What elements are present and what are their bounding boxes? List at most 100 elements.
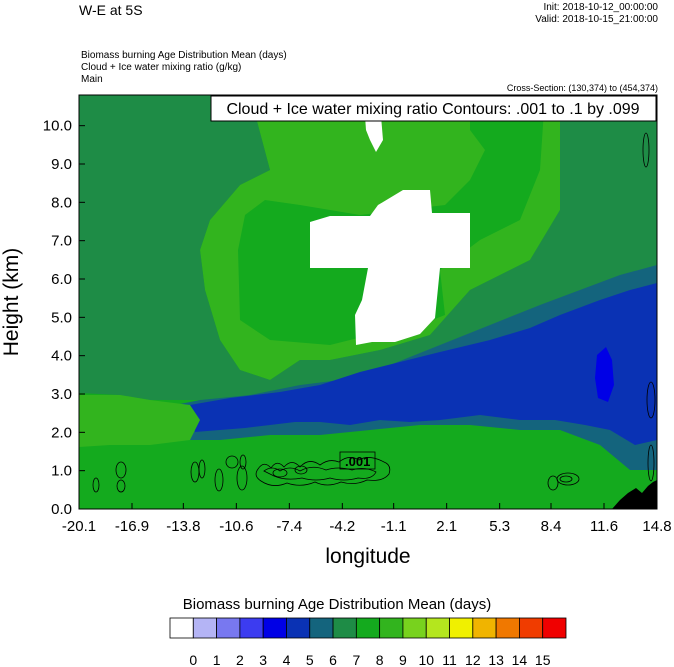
x-tick-label: -10.6 <box>219 518 253 535</box>
contour-info-text: Cloud + Ice water mixing ratio Contours:… <box>226 101 639 118</box>
colorbar-label: 0 <box>189 652 197 667</box>
colorbar-swatch <box>519 617 544 639</box>
contour-line <box>214 468 224 492</box>
contour-line <box>239 454 247 470</box>
contour-label-box <box>339 451 376 470</box>
x-tick-label: 2.1 <box>436 518 457 535</box>
colorbar-label: 8 <box>376 652 384 667</box>
colorbar-label: 6 <box>329 652 337 667</box>
colorbar-swatch <box>262 617 287 639</box>
contour-line <box>198 459 206 479</box>
x-tick-label: -7.4 <box>276 518 302 535</box>
plot-title: W-E at 5S <box>79 2 143 18</box>
region-white-top <box>365 116 383 152</box>
contour-line <box>556 472 580 486</box>
field-label-3: Main <box>81 74 103 85</box>
y-tick-label: 2.0 <box>51 424 72 441</box>
contour-line <box>236 465 248 491</box>
colorbar-label: 15 <box>535 652 551 667</box>
contour-line <box>647 444 655 482</box>
field-label-1: Biomass burning Age Distribution Mean (d… <box>81 50 287 61</box>
contour-line <box>559 475 573 483</box>
colorbar-swatch <box>425 617 450 639</box>
colorbar-swatch <box>169 617 194 639</box>
colorbar-label: 2 <box>236 652 244 667</box>
y-tick-label: 4.0 <box>51 348 72 365</box>
x-tick-label: 14.8 <box>642 518 671 535</box>
contour-line <box>92 477 100 493</box>
heatmap-field <box>79 95 657 509</box>
colorbar-label: 12 <box>465 652 481 667</box>
colorbar-label: 13 <box>488 652 504 667</box>
colorbar-swatch <box>332 617 357 639</box>
y-tick-label: 6.0 <box>51 271 72 288</box>
colorbar-swatch <box>286 617 311 639</box>
y-tick-label: 0.0 <box>51 501 72 518</box>
x-axis-label: longitude <box>325 545 410 568</box>
colorbar-title: Biomass burning Age Distribution Mean (d… <box>182 596 492 613</box>
colorbar-swatch <box>472 617 497 639</box>
y-tick-label: 9.0 <box>51 156 72 173</box>
colorbar-swatch <box>192 617 217 639</box>
colorbar-swatch <box>542 617 567 639</box>
x-tick-label: -13.8 <box>166 518 200 535</box>
colorbar-label: 3 <box>259 652 267 667</box>
contour-label: .001 <box>345 454 370 469</box>
region-blue-core <box>595 347 614 402</box>
x-tick-label: 8.4 <box>541 518 562 535</box>
y-tick-label: 8.0 <box>51 194 72 211</box>
region-blue-teal-layer <box>190 283 657 445</box>
colorbar-label: 7 <box>352 652 360 667</box>
contour-info-box <box>210 95 657 122</box>
x-tick-label: 5.3 <box>489 518 510 535</box>
region-upper-lighter-green <box>200 95 560 380</box>
contour-line <box>272 468 288 478</box>
region-white-cloud <box>310 190 470 345</box>
time-info: Init: 2018-10-12_00:00:00 Valid: 2018-10… <box>535 2 658 26</box>
axes: -20.1 -16.9 -13.8 -10.6 -7.4 -4.2 -1.1 2.1 5.3 8.… <box>0 94 672 568</box>
colorbar-label: 5 <box>306 652 314 667</box>
y-tick-label: 10.0 <box>43 118 72 135</box>
contour-line <box>115 461 127 479</box>
valid-time: Valid: 2018-10-15_21:00:00 <box>535 14 658 25</box>
colorbar-label: 4 <box>283 652 291 667</box>
x-tick-label: -20.1 <box>62 518 96 535</box>
colorbar-swatch <box>449 617 474 639</box>
contour-line <box>255 457 391 486</box>
contour-line <box>646 381 656 419</box>
x-tick-label: -16.9 <box>115 518 149 535</box>
colorbar-label: 11 <box>442 652 457 667</box>
y-tick-label: 7.0 <box>51 233 72 250</box>
y-tick-label: 3.0 <box>51 386 72 403</box>
y-tick-label: 1.0 <box>51 463 72 480</box>
contour-lines: .001 <box>92 132 656 493</box>
region-terrain <box>612 480 657 509</box>
colorbar-swatch <box>495 617 520 639</box>
x-tick-label: -1.1 <box>381 518 407 535</box>
plot-frame <box>78 94 658 510</box>
y-tick-label: 5.0 <box>51 309 72 326</box>
cross-section-label: Cross-Section: (130,374) to (454,374) <box>506 83 658 93</box>
colorbar-swatch <box>216 617 241 639</box>
colorbar-swatch <box>402 617 427 639</box>
colorbar-swatch <box>379 617 404 639</box>
colorbar-swatch <box>239 617 264 639</box>
y-axis-label: Height (km) <box>0 248 23 357</box>
contour-line <box>642 132 650 168</box>
contour-line <box>547 475 559 491</box>
region-low-level-light <box>79 395 200 447</box>
field-label-2: Cloud + Ice water mixing ratio (g/kg) <box>81 62 242 73</box>
colorbar-label: 14 <box>512 652 528 667</box>
colorbar-swatch <box>355 617 381 639</box>
x-tick-label: 11.6 <box>590 518 618 535</box>
contour-line <box>225 455 239 469</box>
colorbar-swatch <box>309 617 334 639</box>
contour-line <box>294 465 308 475</box>
contour-line <box>116 479 126 493</box>
init-time: Init: 2018-10-12_00:00:00 <box>543 2 658 13</box>
x-tick-label: -4.2 <box>329 518 355 535</box>
colorbar-label: 1 <box>213 652 221 667</box>
colorbar-label: 9 <box>399 652 407 667</box>
